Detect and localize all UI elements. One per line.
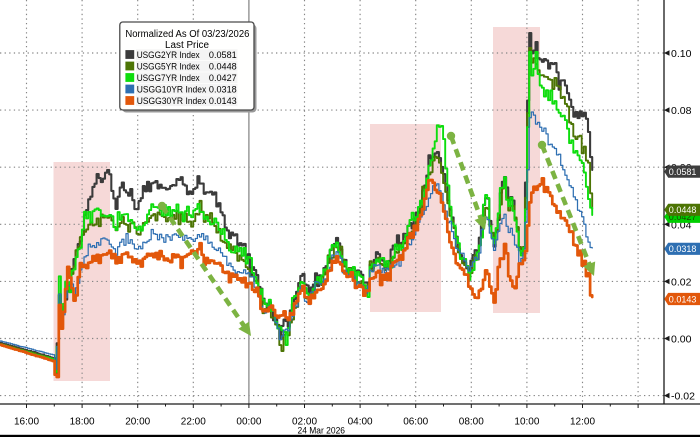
svg-text:22:00: 22:00: [181, 416, 206, 428]
svg-text:16:00: 16:00: [14, 416, 39, 428]
svg-text:0.02: 0.02: [671, 276, 692, 288]
svg-text:Normalized As Of 03/23/2026: Normalized As Of 03/23/2026: [125, 29, 249, 40]
svg-text:20:00: 20:00: [125, 416, 150, 428]
svg-text:Last Price: Last Price: [165, 40, 209, 51]
svg-text:08:00: 08:00: [459, 416, 484, 428]
svg-text:10:00: 10:00: [514, 416, 539, 428]
svg-text:0.0581: 0.0581: [209, 50, 237, 61]
svg-text:0.0143: 0.0143: [209, 96, 237, 107]
svg-text:-0.02: -0.02: [671, 391, 695, 403]
svg-text:USGG10YR Index: USGG10YR Index: [137, 84, 207, 95]
svg-text:0.0448: 0.0448: [669, 205, 697, 216]
svg-text:USGG7YR Index: USGG7YR Index: [137, 73, 200, 84]
svg-text:12:00: 12:00: [570, 416, 595, 428]
svg-text:USGG5YR Index: USGG5YR Index: [137, 61, 200, 72]
svg-text:0.0581: 0.0581: [669, 167, 697, 178]
svg-text:0.0448: 0.0448: [209, 61, 237, 72]
svg-text:18:00: 18:00: [70, 416, 95, 428]
svg-text:0.0143: 0.0143: [669, 294, 697, 305]
svg-text:USGG30YR Index: USGG30YR Index: [137, 96, 207, 107]
svg-text:0.00: 0.00: [671, 334, 692, 346]
svg-text:0.0318: 0.0318: [669, 244, 697, 255]
svg-text:00:00: 00:00: [236, 416, 261, 428]
svg-text:24 Mar 2026: 24 Mar 2026: [298, 426, 346, 437]
svg-text:0.08: 0.08: [671, 105, 692, 117]
svg-text:04:00: 04:00: [348, 416, 373, 428]
svg-text:0.0318: 0.0318: [209, 84, 237, 95]
svg-text:0.0427: 0.0427: [209, 73, 237, 84]
svg-text:USGG2YR Index: USGG2YR Index: [137, 50, 200, 61]
svg-text:02:00: 02:00: [292, 416, 317, 428]
svg-text:06:00: 06:00: [403, 416, 428, 428]
svg-text:0.0427: 0.0427: [669, 212, 697, 223]
svg-text:0.10: 0.10: [671, 48, 692, 60]
